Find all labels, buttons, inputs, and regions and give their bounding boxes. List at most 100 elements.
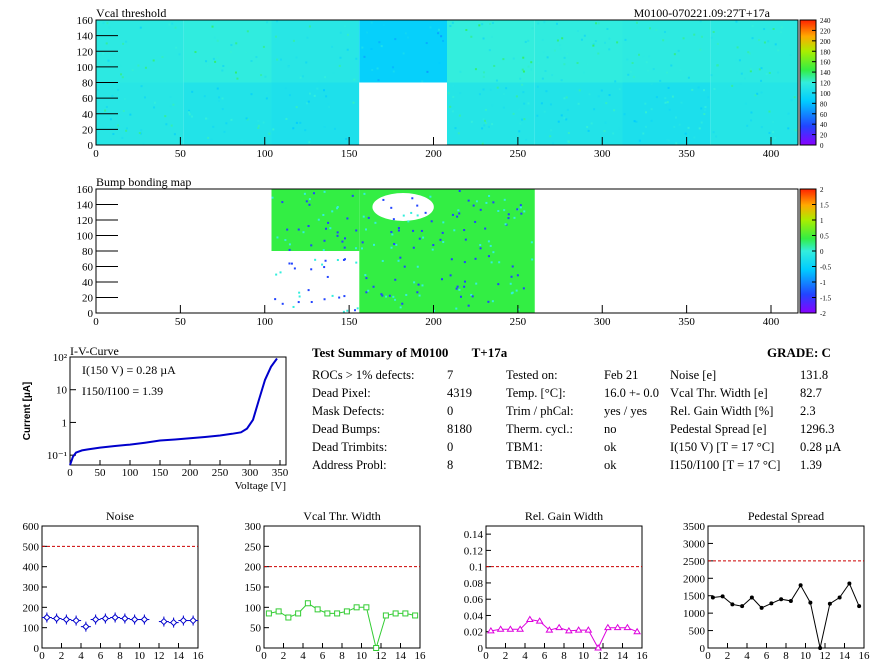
pixel-speck bbox=[104, 110, 106, 112]
data-point bbox=[624, 625, 630, 630]
pixel-speck bbox=[373, 286, 375, 288]
pixel-speck bbox=[586, 63, 588, 65]
pixel-speck bbox=[125, 130, 127, 132]
palette-label: 2 bbox=[820, 186, 824, 194]
pixel-speck bbox=[355, 122, 357, 124]
pixel-speck bbox=[276, 236, 278, 238]
pixel-speck bbox=[263, 46, 265, 48]
pixel-speck bbox=[739, 59, 741, 61]
pixel-speck bbox=[774, 137, 776, 139]
pixel-speck bbox=[296, 56, 298, 58]
pixel-speck bbox=[666, 72, 668, 74]
pixel-speck bbox=[140, 129, 142, 131]
data-point bbox=[325, 611, 330, 616]
pixel-speck bbox=[780, 31, 782, 33]
pixel-speck bbox=[683, 37, 685, 39]
pixel-speck bbox=[561, 37, 563, 39]
x-tick-label: 0 bbox=[39, 650, 45, 662]
x-tick-label: 200 bbox=[425, 148, 442, 160]
pixel-speck bbox=[272, 197, 274, 199]
pixel-speck bbox=[246, 117, 248, 119]
pixel-speck bbox=[337, 259, 339, 261]
pixel-speck bbox=[308, 289, 310, 291]
pixel-speck bbox=[432, 249, 434, 251]
pixel-speck bbox=[217, 88, 219, 90]
roc-cell bbox=[623, 83, 711, 146]
pixel-speck bbox=[139, 132, 141, 134]
pixel-speck bbox=[613, 109, 615, 111]
summary-label: Rel. Gain Width [%] bbox=[670, 402, 780, 420]
palette-label: -2 bbox=[820, 310, 826, 318]
x-tick-label: 12 bbox=[376, 650, 387, 662]
pixel-speck bbox=[368, 217, 370, 219]
summary-value: 0.28 µA bbox=[800, 438, 841, 456]
pixel-speck bbox=[450, 274, 452, 276]
palette-label: 1.5 bbox=[820, 202, 829, 210]
palette-label: 160 bbox=[820, 59, 831, 67]
x-tick-label: 50 bbox=[95, 467, 107, 479]
pixel-speck bbox=[144, 96, 146, 98]
pixel-speck bbox=[225, 122, 227, 124]
pixel-speck bbox=[289, 94, 291, 96]
pixel-speck bbox=[302, 231, 304, 233]
data-point bbox=[141, 617, 147, 623]
pixel-speck bbox=[331, 210, 333, 212]
pixel-speck bbox=[308, 141, 310, 143]
pixel-speck bbox=[454, 127, 456, 129]
pixel-speck bbox=[365, 291, 367, 293]
pixel-speck bbox=[314, 259, 316, 261]
pixel-speck bbox=[412, 230, 414, 232]
pixel-speck bbox=[647, 70, 649, 72]
pixel-speck bbox=[491, 261, 493, 263]
pixel-speck bbox=[492, 201, 494, 203]
x-tick-label: 150 bbox=[341, 148, 358, 160]
pixel-speck bbox=[772, 131, 774, 133]
pixel-speck bbox=[563, 117, 565, 119]
pixel-speck bbox=[704, 109, 706, 111]
pixel-speck bbox=[561, 114, 563, 116]
pixel-speck bbox=[441, 278, 443, 280]
x-tick-label: 0 bbox=[261, 650, 267, 662]
pixel-speck bbox=[289, 249, 291, 251]
pixel-speck bbox=[511, 276, 513, 278]
summary-col2-values: Feb 21 16.0 +- 0.0 yes / yes no ok ok bbox=[604, 366, 659, 474]
pixel-speck bbox=[483, 71, 485, 73]
palette-label: 40 bbox=[820, 121, 828, 129]
summary-value: 16.0 +- 0.0 bbox=[604, 384, 659, 402]
summary-label: Noise [e] bbox=[670, 366, 780, 384]
pixel-speck bbox=[250, 60, 252, 62]
x-tick-label: 14 bbox=[617, 650, 629, 662]
pixel-speck bbox=[284, 239, 286, 241]
pixel-speck bbox=[589, 93, 591, 95]
summary-title: Test Summary of M0100 T+17a bbox=[312, 345, 507, 361]
summary-label: Dead Pixel: bbox=[312, 384, 415, 402]
pixel-speck bbox=[693, 137, 695, 139]
pixel-speck bbox=[707, 96, 709, 98]
data-point bbox=[374, 646, 379, 651]
pixel-speck bbox=[306, 102, 308, 104]
pixel-speck bbox=[299, 295, 301, 297]
pixel-speck bbox=[120, 65, 122, 67]
pixel-speck bbox=[448, 92, 450, 94]
data-point bbox=[799, 583, 803, 587]
pixel-speck bbox=[398, 230, 400, 232]
summary-col1-labels: ROCs > 1% defects: Dead Pixel: Mask Defe… bbox=[312, 366, 415, 474]
x-tick-label: 4 bbox=[744, 650, 750, 662]
iv-legend-current: I(150 V) = 0.28 µA bbox=[82, 363, 176, 377]
palette-label: 220 bbox=[820, 27, 831, 35]
pixel-speck bbox=[518, 130, 520, 132]
pixel-speck bbox=[606, 28, 608, 30]
data-point bbox=[498, 626, 504, 631]
pixel-speck bbox=[361, 247, 363, 249]
pixel-speck bbox=[449, 25, 451, 27]
pixel-speck bbox=[323, 266, 325, 268]
pixel-speck bbox=[452, 96, 454, 98]
pixel-speck bbox=[346, 217, 348, 219]
pixel-speck bbox=[505, 223, 507, 225]
pixel-speck bbox=[337, 235, 339, 237]
pixel-speck bbox=[788, 113, 790, 115]
summary-label: TBM1: bbox=[506, 438, 574, 456]
pixel-speck bbox=[668, 87, 670, 89]
pixel-speck bbox=[703, 113, 705, 115]
iv-xlabel: Voltage [V] bbox=[235, 480, 286, 492]
